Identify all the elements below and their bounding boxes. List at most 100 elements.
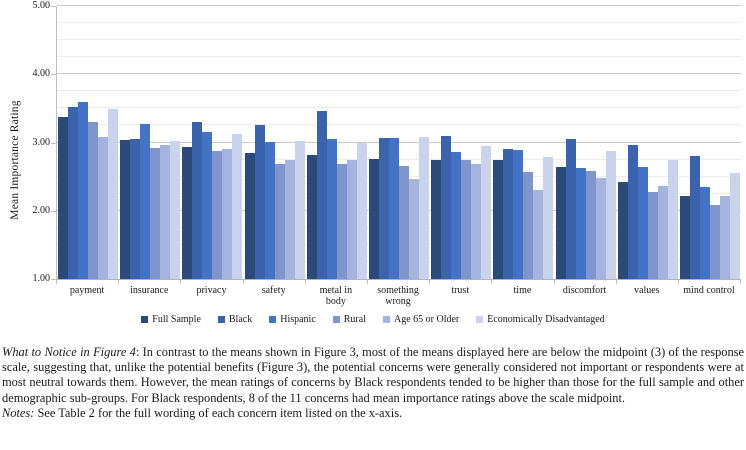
bar-hispanic xyxy=(78,102,89,279)
bar-group-safety xyxy=(244,6,306,279)
x-tick-mark xyxy=(429,280,431,284)
x-tick-mark xyxy=(677,280,679,284)
x-category-label: time xyxy=(513,285,532,296)
bar-black xyxy=(441,135,452,279)
x-tick-mark xyxy=(366,280,368,284)
minor-gridline xyxy=(57,39,741,41)
legend-item-hispanic: Hispanic xyxy=(269,314,316,325)
bar-rural xyxy=(709,204,720,279)
y-tick-mark xyxy=(51,74,56,76)
bar-full-sample xyxy=(431,159,442,279)
y-tick-label: 2.00 xyxy=(32,204,51,216)
x-tick-mark xyxy=(553,280,555,284)
bar-black xyxy=(379,137,390,279)
x-category-label: mind control xyxy=(683,285,735,296)
bar-groups xyxy=(57,6,741,279)
bar-group-metal-in-body xyxy=(306,6,368,279)
bar-age-65-or-older xyxy=(657,185,668,279)
bar-economically-disadvantaged xyxy=(667,160,678,279)
bar-economically-disadvantaged xyxy=(729,173,740,279)
bar-black xyxy=(503,148,514,279)
legend-label: Full Sample xyxy=(152,314,201,325)
legend-swatch-icon xyxy=(217,316,225,323)
x-category-label: insurance xyxy=(130,285,169,296)
bar-hispanic xyxy=(389,138,400,279)
bar-black xyxy=(68,107,79,279)
bar-rural xyxy=(461,159,472,279)
major-gridline xyxy=(57,5,741,6)
bar-full-sample xyxy=(617,182,628,279)
bar-black xyxy=(130,139,141,279)
bar-rural xyxy=(399,166,410,279)
notes-label-italic: Notes: xyxy=(2,405,35,420)
x-tick-mark xyxy=(242,280,244,284)
bar-age-65-or-older xyxy=(719,195,730,279)
legend-item-age-65-or-older: Age 65 or Older xyxy=(382,314,460,325)
plot-area xyxy=(56,5,741,280)
bar-economically-disadvantaged xyxy=(543,156,554,279)
bar-full-sample xyxy=(182,147,193,279)
major-gridline xyxy=(57,73,741,75)
bar-hispanic xyxy=(699,186,710,279)
x-category-label: discomfort xyxy=(562,285,607,296)
bar-full-sample xyxy=(555,167,566,279)
bar-group-privacy xyxy=(181,6,243,279)
legend-label: Black xyxy=(228,314,253,325)
legend-label: Economically Disadvantaged xyxy=(487,314,605,325)
bar-rural xyxy=(523,171,534,279)
what-to-notice-paragraph: What to Notice in Figure 4: In contrast … xyxy=(2,345,744,406)
bar-age-65-or-older xyxy=(533,189,544,279)
legend-item-rural: Rural xyxy=(332,314,366,325)
bar-hispanic xyxy=(264,141,275,279)
minor-gridline xyxy=(57,22,741,24)
bar-rural xyxy=(647,191,658,279)
legend-swatch-icon xyxy=(269,316,277,323)
bar-economically-disadvantaged xyxy=(356,142,367,279)
bar-age-65-or-older xyxy=(98,137,109,279)
x-tick-mark xyxy=(180,280,182,284)
bar-rural xyxy=(150,148,161,279)
bar-rural xyxy=(88,122,99,279)
legend-swatch-icon xyxy=(382,316,390,323)
x-category-label: something wrong xyxy=(377,285,419,307)
x-tick-mark xyxy=(304,280,306,284)
bar-economically-disadvantaged xyxy=(108,109,119,279)
y-tick-mark xyxy=(51,6,56,7)
legend-label: Age 65 or Older xyxy=(393,314,460,325)
bar-group-mind-control xyxy=(679,6,741,279)
minor-gridline xyxy=(57,90,741,92)
caption-body-text: : In contrast to the means shown in Figu… xyxy=(2,345,744,405)
bar-group-payment xyxy=(57,6,119,279)
bar-black xyxy=(565,139,576,279)
bar-age-65-or-older xyxy=(284,159,295,279)
legend-swatch-icon xyxy=(476,316,484,323)
bar-group-values xyxy=(617,6,679,279)
x-category-label: safety xyxy=(261,285,286,296)
bar-rural xyxy=(212,151,223,279)
y-tick-label: 3.00 xyxy=(32,136,51,148)
bar-age-65-or-older xyxy=(595,178,606,279)
bar-black xyxy=(254,125,265,279)
bar-full-sample xyxy=(120,139,131,279)
y-tick-label: 4.00 xyxy=(32,68,51,80)
bar-hispanic xyxy=(451,152,462,279)
legend-swatch-icon xyxy=(332,316,340,323)
y-tick-label: 5.00 xyxy=(32,0,51,11)
x-tick-mark xyxy=(740,280,741,284)
caption-block: What to Notice in Figure 4: In contrast … xyxy=(2,345,744,421)
x-category-label: payment xyxy=(69,285,105,296)
x-category-label: metal in body xyxy=(319,285,353,307)
legend-swatch-icon xyxy=(141,316,149,323)
y-tick-label: 1.00 xyxy=(32,273,51,284)
x-tick-mark xyxy=(491,280,493,284)
legend-item-black: Black xyxy=(217,314,253,325)
caption-lead-italic: What to Notice in Figure 4 xyxy=(2,345,136,359)
legend-label: Hispanic xyxy=(280,314,316,325)
bar-group-something-wrong xyxy=(368,6,430,279)
notes-body-text: See Table 2 for the full wording of each… xyxy=(34,405,403,420)
bar-rural xyxy=(585,171,596,279)
bar-age-65-or-older xyxy=(160,145,171,279)
y-tick-mark xyxy=(51,210,56,212)
bar-group-insurance xyxy=(119,6,181,279)
